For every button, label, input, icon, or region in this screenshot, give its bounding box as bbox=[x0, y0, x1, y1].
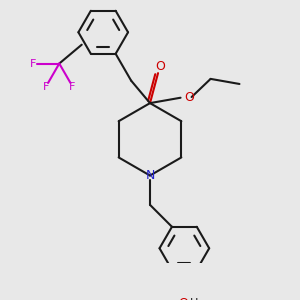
Text: O: O bbox=[155, 60, 165, 74]
Text: F: F bbox=[69, 82, 76, 92]
Text: F: F bbox=[43, 82, 49, 92]
Text: H: H bbox=[190, 298, 198, 300]
Text: O: O bbox=[179, 297, 189, 300]
Text: O: O bbox=[184, 91, 194, 103]
Text: F: F bbox=[29, 58, 36, 68]
Text: N: N bbox=[145, 169, 155, 182]
